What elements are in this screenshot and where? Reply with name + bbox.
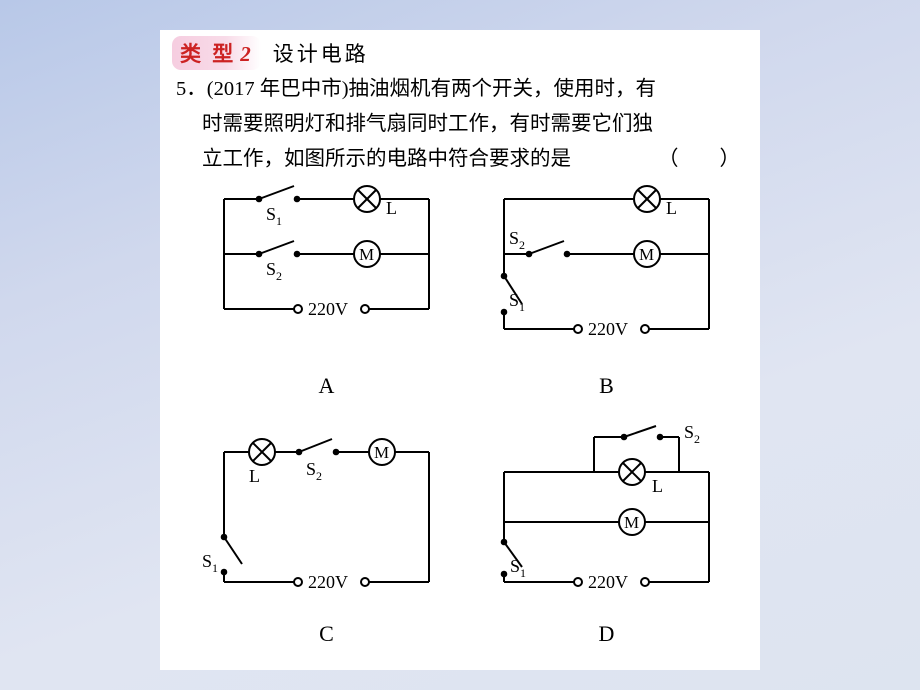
caption-C: C: [194, 621, 459, 647]
diagram-B: L S2 M S1 220V B: [474, 174, 739, 399]
caption-A: A: [194, 373, 459, 399]
diagram-grid: S1 L S2 M 220V A: [194, 174, 754, 664]
diagram-C: L S2 M S1 220V C: [194, 422, 459, 647]
diagram-D: S2 L M S1 220V D: [474, 422, 739, 647]
problem-line3: 立工作，如图所示的电路中符合要求的是（ ）: [176, 142, 746, 177]
svg-text:M: M: [624, 513, 639, 532]
section-title: 设计电路: [273, 38, 369, 68]
type-label: 类 型: [180, 38, 236, 68]
svg-text:S2: S2: [509, 228, 525, 252]
svg-text:S2: S2: [306, 459, 322, 483]
svg-text:L: L: [666, 198, 677, 218]
svg-text:S1: S1: [202, 551, 218, 575]
diagram-A: S1 L S2 M 220V A: [194, 174, 459, 399]
svg-text:M: M: [374, 443, 389, 462]
svg-text:L: L: [652, 476, 663, 496]
content-card: 类 型 2 设计电路 5．(2017 年巴中市)抽油烟机有两个开关，使用时，有 …: [160, 30, 760, 670]
caption-D: D: [474, 621, 739, 647]
svg-text:S1: S1: [510, 556, 526, 580]
svg-text:S1: S1: [266, 204, 282, 228]
problem-text: 5．(2017 年巴中市)抽油烟机有两个开关，使用时，有 时需要照明灯和排气扇同…: [160, 72, 760, 177]
problem-line1: (2017 年巴中市)抽油烟机有两个开关，使用时，有: [207, 78, 656, 100]
svg-text:220V: 220V: [588, 572, 628, 592]
svg-text:S2: S2: [684, 422, 700, 446]
problem-number: 5．: [176, 78, 207, 100]
caption-B: B: [474, 373, 739, 399]
problem-line2: 时需要照明灯和排气扇同时工作，有时需要它们独: [176, 107, 746, 142]
svg-text:220V: 220V: [308, 572, 348, 592]
svg-text:S1: S1: [509, 290, 525, 314]
header-row: 类 型 2 设计电路: [160, 30, 760, 72]
answer-paren: （ ）: [658, 142, 740, 177]
svg-text:M: M: [359, 245, 374, 264]
type-number: 2: [240, 42, 251, 67]
svg-text:L: L: [249, 466, 260, 486]
svg-text:220V: 220V: [588, 319, 628, 339]
svg-text:S2: S2: [266, 259, 282, 283]
type-badge: 类 型 2: [172, 36, 261, 70]
svg-text:L: L: [386, 198, 397, 218]
svg-text:M: M: [639, 245, 654, 264]
svg-text:220V: 220V: [308, 299, 348, 319]
